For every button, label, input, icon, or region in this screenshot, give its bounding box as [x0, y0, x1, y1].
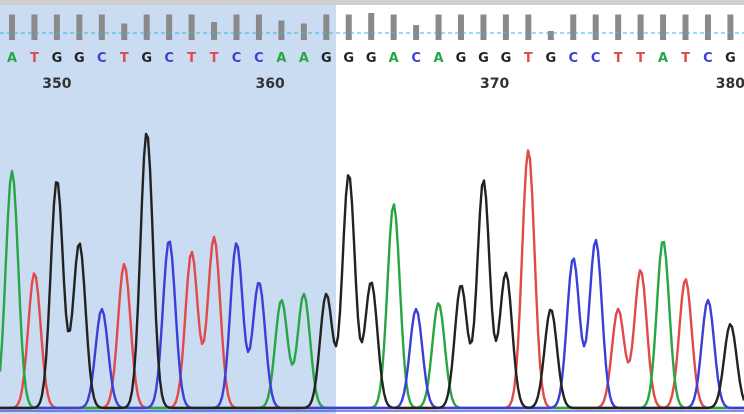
base-call-G[interactable]: G	[52, 51, 63, 66]
quality-bar	[637, 14, 644, 40]
base-call-C[interactable]: C	[591, 51, 601, 66]
base-call-A[interactable]: A	[434, 51, 444, 66]
header-strip	[0, 0, 744, 5]
quality-bar	[166, 14, 173, 40]
quality-bar	[390, 14, 397, 40]
quality-bar	[143, 14, 150, 40]
base-call-A[interactable]: A	[299, 51, 309, 66]
quality-bar	[255, 14, 262, 40]
trace-G	[0, 132, 744, 410]
position-label: 380	[716, 76, 744, 92]
quality-bar	[660, 14, 667, 40]
base-call-G[interactable]: G	[343, 51, 354, 66]
base-call-T[interactable]: T	[120, 51, 129, 66]
quality-bar	[547, 31, 554, 40]
base-call-T[interactable]: T	[524, 51, 533, 66]
position-label: 370	[480, 76, 509, 92]
quality-bar	[368, 13, 375, 40]
quality-bar	[615, 14, 622, 40]
quality-bar	[345, 14, 352, 40]
trace-area	[0, 132, 744, 410]
base-call-C[interactable]: C	[254, 51, 264, 66]
quality-bar	[9, 14, 15, 40]
quality-bar	[98, 14, 105, 40]
position-label: 360	[256, 76, 285, 92]
quality-bar	[525, 14, 532, 40]
base-call-C[interactable]: C	[703, 51, 713, 66]
base-call-G[interactable]: G	[545, 51, 556, 66]
quality-bar	[211, 22, 218, 40]
base-call-T[interactable]: T	[614, 51, 623, 66]
base-call-T[interactable]: T	[681, 51, 690, 66]
quality-bar	[76, 14, 83, 40]
base-call-T[interactable]: T	[210, 51, 219, 66]
base-call-A[interactable]: A	[7, 51, 17, 66]
base-call-G[interactable]: G	[725, 51, 736, 66]
base-call-T[interactable]: T	[30, 51, 39, 66]
quality-bar	[323, 14, 330, 40]
selection-region[interactable]	[0, 0, 336, 414]
base-call-G[interactable]: G	[74, 51, 85, 66]
quality-bar	[458, 14, 464, 40]
quality-bar	[592, 14, 599, 40]
base-call-G[interactable]: G	[321, 51, 332, 66]
base-call-A[interactable]: A	[658, 51, 668, 66]
base-call-C[interactable]: C	[164, 51, 174, 66]
base-call-C[interactable]: C	[568, 51, 578, 66]
base-call-G[interactable]: G	[456, 51, 467, 66]
quality-bar	[53, 14, 60, 40]
base-call-G[interactable]: G	[478, 51, 489, 66]
position-label: 350	[42, 76, 71, 92]
base-call-G[interactable]: G	[501, 51, 512, 66]
quality-bar	[121, 23, 128, 40]
base-call-A[interactable]: A	[276, 51, 286, 66]
base-call-G[interactable]: G	[366, 51, 377, 66]
position-ruler: 350 360 370 380	[42, 76, 744, 92]
base-call-G[interactable]: G	[141, 51, 152, 66]
quality-bar	[704, 14, 711, 40]
quality-bar	[682, 14, 689, 40]
quality-bar	[480, 14, 487, 40]
base-call-C[interactable]: C	[232, 51, 242, 66]
quality-bar	[727, 14, 734, 40]
quality-bar	[300, 23, 307, 40]
quality-bar	[278, 20, 285, 40]
base-call-C[interactable]: C	[411, 51, 421, 66]
base-call-C[interactable]: C	[97, 51, 107, 66]
base-call-A[interactable]: A	[389, 51, 399, 66]
quality-bar	[502, 14, 509, 40]
base-call-T[interactable]: T	[187, 51, 196, 66]
quality-bar	[31, 14, 38, 40]
base-call-T[interactable]: T	[636, 51, 645, 66]
quality-bar	[188, 14, 195, 40]
quality-bar	[570, 14, 577, 40]
quality-bar	[435, 14, 442, 40]
quality-bar	[233, 14, 240, 40]
